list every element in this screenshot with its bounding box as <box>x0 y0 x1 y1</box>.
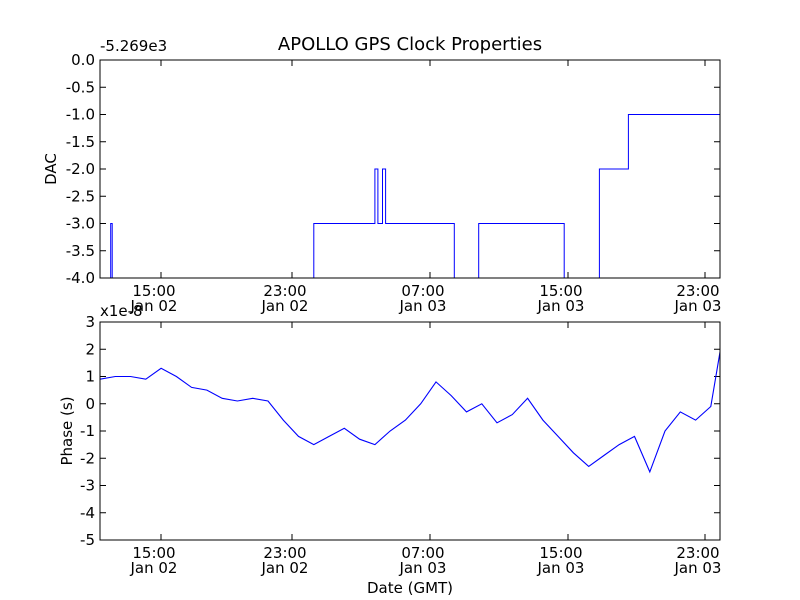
dac-panel: -5.269e3 0.0 -0.5 -1.0 -1.5 -2.0 -2.5 -3.0 -3.5… <box>42 37 721 315</box>
dac-x-tick-date: Jan 03 <box>399 297 447 315</box>
phase-y-tick-label: -4 <box>80 504 95 522</box>
dac-offset-text: -5.269e3 <box>100 37 167 55</box>
dac-x-tick-time: 23:00 <box>676 282 719 300</box>
chart-title: APOLLO GPS Clock Properties <box>278 34 542 55</box>
dac-y-tick-label: -1.5 <box>66 133 95 151</box>
phase-y-tick-label: 0 <box>85 395 95 413</box>
phase-x-tick-date: Jan 02 <box>261 559 309 577</box>
dac-x-tick-date: Jan 02 <box>130 297 178 315</box>
phase-y-tick-label: -3 <box>80 477 95 495</box>
phase-x-tick-time: 15:00 <box>539 544 582 562</box>
phase-x-tick-time: 23:00 <box>263 544 306 562</box>
dac-y-tick-label: -0.5 <box>66 78 95 96</box>
phase-x-tick-date: Jan 03 <box>674 559 722 577</box>
phase-y-tick-label: -2 <box>80 449 95 467</box>
phase-x-tick-date: Jan 03 <box>399 559 447 577</box>
dac-y-axis-label: DAC <box>42 153 60 185</box>
dac-y-tick-label: 0.0 <box>71 51 95 69</box>
dac-x-tick-time: 07:00 <box>401 282 444 300</box>
dac-y-tick-label: -2.5 <box>66 187 95 205</box>
dac-plot-frame <box>99 59 721 279</box>
phase-x-tick-date: Jan 03 <box>537 559 585 577</box>
dac-x-tick-time: 23:00 <box>263 282 306 300</box>
dac-series-line <box>110 114 720 279</box>
phase-y-tick-label: 3 <box>85 313 95 331</box>
dac-y-tick-label: -4.0 <box>66 269 95 287</box>
dac-y-tick-label: -1.0 <box>66 106 95 124</box>
phase-x-tick-time: 23:00 <box>676 544 719 562</box>
dac-x-tick-time: 15:00 <box>132 282 175 300</box>
dac-y-tick-label: -3.0 <box>66 215 95 233</box>
phase-offset-text: x1e-8 <box>100 302 143 320</box>
phase-series-line <box>99 351 721 474</box>
phase-x-tick-time: 07:00 <box>401 544 444 562</box>
dac-x-tick-time: 15:00 <box>539 282 582 300</box>
phase-x-tick-time: 15:00 <box>132 544 175 562</box>
phase-x-axis-label: Date (GMT) <box>367 579 453 597</box>
dac-x-tick-date: Jan 02 <box>261 297 309 315</box>
dac-axis-ticks: 0.0 -0.5 -1.0 -1.5 -2.0 -2.5 -3.0 -3.5 -4.0 15:00… <box>66 51 722 315</box>
dac-y-tick-label: -3.5 <box>66 242 95 260</box>
phase-y-tick-label: -5 <box>80 531 95 549</box>
dac-y-tick-label: -2.0 <box>66 160 95 178</box>
phase-y-tick-label: 1 <box>85 368 95 386</box>
phase-x-tick-date: Jan 02 <box>130 559 178 577</box>
phase-y-axis-label: Phase (s) <box>58 396 76 465</box>
phase-y-tick-label: 2 <box>85 340 95 358</box>
dac-x-tick-date: Jan 03 <box>674 297 722 315</box>
dac-x-tick-date: Jan 03 <box>537 297 585 315</box>
phase-plot-frame <box>99 321 721 541</box>
phase-y-tick-label: -1 <box>80 422 95 440</box>
